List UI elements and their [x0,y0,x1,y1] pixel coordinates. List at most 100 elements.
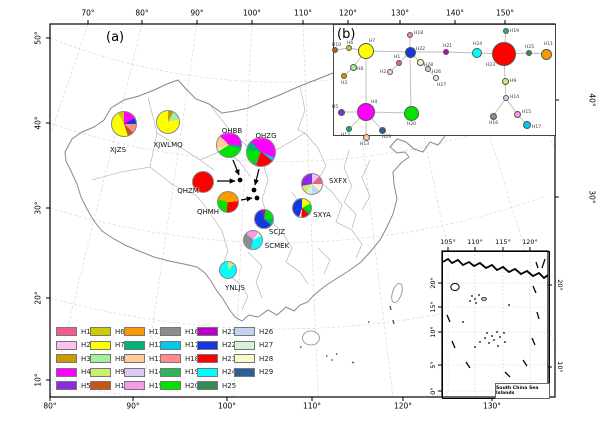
site-label-scjz: SCJZ [268,228,286,236]
network-node-label-H16: H16 [489,121,499,126]
site-pie-sxfx [301,173,323,195]
sample-point-0 [237,177,243,183]
network-node-H20 [403,105,419,121]
legend-swatch-H21 [197,327,218,336]
network-node-H11 [540,48,552,60]
axis-top-label-140°: 140° [445,8,465,18]
legend-swatch-H26 [234,327,255,336]
network-node-H13 [362,133,370,141]
legend-swatch-H15 [124,381,145,390]
network-node-label-H11: H11 [544,42,554,47]
site-pie-scmek [243,230,263,250]
legend-swatch-H16 [160,327,181,336]
legend-swatch-H3 [56,354,77,363]
site-label-xjzs: XJZS [109,146,127,154]
legend-swatch-H9 [90,367,111,377]
legend-swatch-H22 [197,340,218,350]
inset-left-label-20°: 20° [429,277,437,289]
inset-left-label-0°: 0° [429,387,437,395]
network-node-label-H8: H8 [357,67,364,72]
network-node-H23 [492,42,516,66]
legend-swatch-H2 [56,340,77,350]
arrow-1 [232,159,240,176]
site-pie-qhmh [217,191,239,213]
site-label-qhzm: QHZM [177,187,199,195]
taiwan-island [391,282,403,304]
network-node-H24 [472,48,482,58]
network-node-H3 [341,73,347,79]
network-node-H16 [489,112,497,120]
inset-top-label-115°: 115° [495,238,511,246]
legend-swatch-H25 [197,381,218,390]
site-pie-qhzg [246,137,276,167]
legend-swatch-H19 [160,367,181,377]
inset-right-label-10°: 10° [556,361,564,373]
network-node-label-H3: H3 [341,81,348,86]
site-label-qhmh: QHMH [196,208,220,216]
legend-swatch-H18 [160,354,181,363]
site-label-sxya: SXYA [313,211,331,219]
south-china-sea-inset [442,251,550,399]
axis-top-label-110°: 110° [293,8,313,18]
site-label-scmek: SCMEK [264,242,290,250]
sample-point-2 [254,195,260,201]
arrow-2 [253,168,260,186]
axis-top-label-90°: 90° [190,8,204,18]
network-node-H5 [337,108,345,116]
network-node-label-H27: H27 [437,83,447,88]
site-label-qhbb: QHBB [221,127,243,135]
legend-label-H29: H29 [259,368,274,376]
legend-swatch-H17 [160,340,181,350]
axis-left-label-50°: 50° [33,31,43,45]
legend-swatch-H1 [56,327,77,336]
network-node-H29 [378,126,386,134]
legend-swatch-H10 [90,381,111,390]
axis-left-label-20°: 20° [33,291,43,305]
legend-label-H25: H25 [222,381,237,390]
network-node-H17 [523,121,531,129]
network-node-label-H5: H5 [332,105,339,110]
site-pie-qhbb [216,132,242,158]
network-node-label-H19: H19 [510,29,520,34]
legend-swatch-H6 [90,327,111,336]
arrow-3 [240,196,253,202]
network-node-H7 [358,43,374,59]
network-node-label-H25: H25 [525,45,535,50]
network-node-label-H15: H15 [522,110,532,115]
network-node-H22 [404,46,416,58]
axis-bottom-label-100°: 100° [217,401,237,411]
legend-label-H26: H26 [259,327,274,336]
legend-swatch-H8 [90,354,111,363]
network-node-H19 [503,28,509,34]
network-node-H1 [396,60,402,66]
site-label-qhzg: QHZG [255,132,277,140]
legend-swatch-H28 [234,354,255,363]
axis-left-label-10°: 10° [33,373,43,387]
axis-right-label-30°: 30° [587,190,597,204]
network-node-H4 [357,103,375,121]
network-node-label-H22: H22 [416,47,426,52]
network-node-label-H20: H20 [407,122,417,127]
axis-bottom-label-90°: 90° [126,401,140,411]
network-node-H8 [349,63,357,71]
inset-top-label-105°: 105° [440,238,456,246]
network-node-label-H10: H10 [332,43,342,48]
site-pie-xjzs [111,111,137,137]
legend-label-H27: H27 [259,341,274,349]
network-node-H27 [433,75,439,81]
site-label-sxfx: SXFX [328,177,348,185]
network-node-H9 [501,77,509,85]
axis-top-label-150°: 150° [495,8,515,18]
panel-a-label: (a) [106,30,125,45]
site-label-xjwlmq: XJWLMQ [153,141,183,149]
network-node-H21 [443,49,449,55]
axis-top-label-100°: 100° [242,8,262,18]
inset-right-label-20°: 20° [556,279,564,291]
axis-left-label-30°: 30° [33,201,43,215]
inset-top-label-120°: 120° [522,238,538,246]
network-node-H2 [387,69,393,75]
network-node-label-H24: H24 [473,42,483,47]
site-label-ynljs: YNLJS [225,284,245,292]
axis-top-label-120°: 120° [338,8,358,18]
